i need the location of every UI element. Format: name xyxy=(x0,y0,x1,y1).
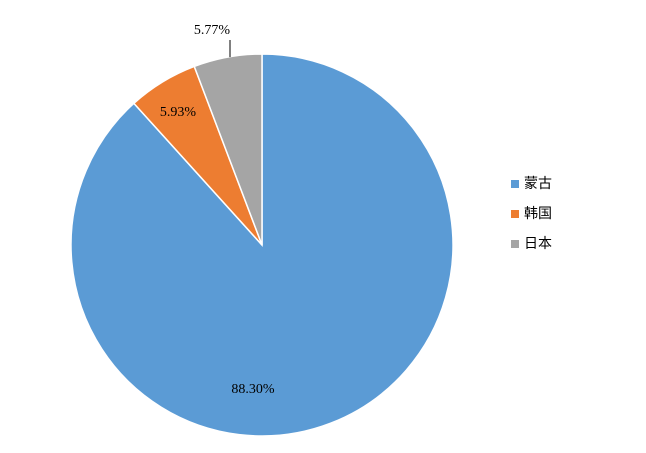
legend-swatch xyxy=(511,240,519,248)
legend-label: 韩国 xyxy=(524,206,552,222)
legend-swatch xyxy=(511,180,519,188)
data-label: 5.77% xyxy=(194,23,231,38)
legend-swatch xyxy=(511,210,519,218)
data-label: 88.30% xyxy=(231,382,275,397)
legend-label: 蒙古 xyxy=(524,176,552,192)
legend-label: 日本 xyxy=(524,236,552,252)
pie-slice xyxy=(193,53,263,246)
data-label: 5.93% xyxy=(160,105,197,120)
